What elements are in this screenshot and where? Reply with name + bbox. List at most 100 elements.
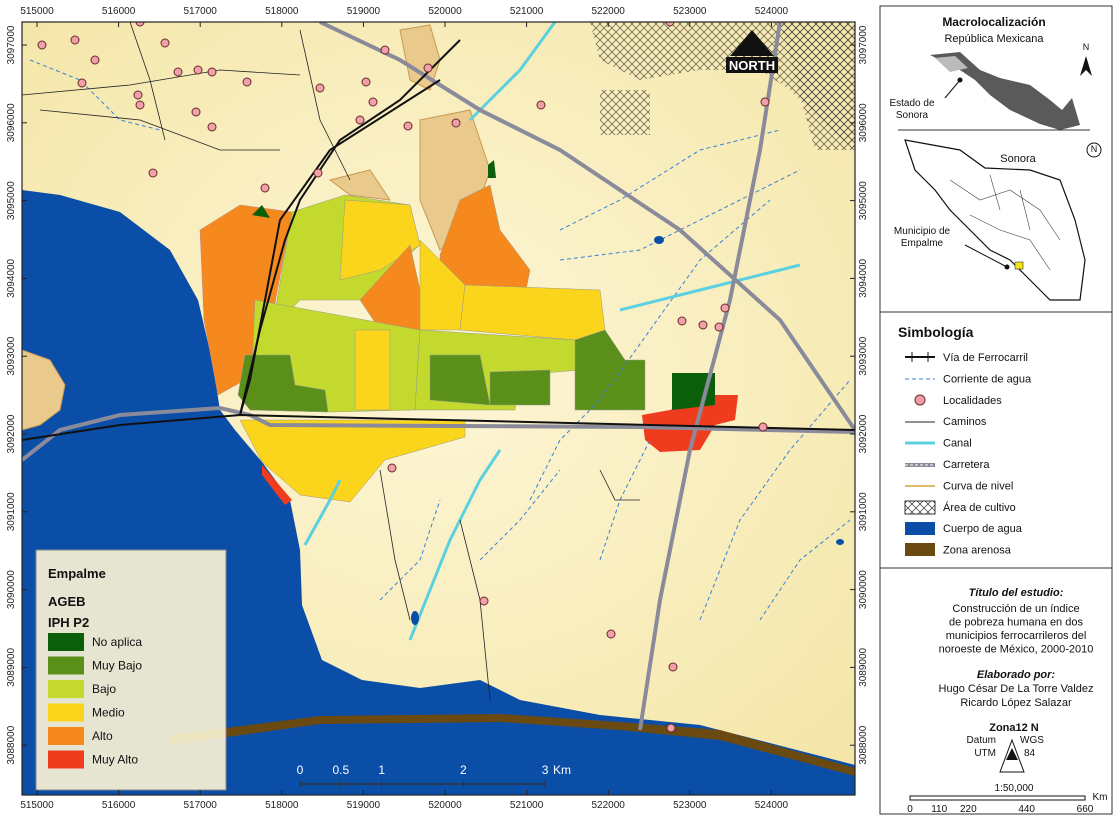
legend-title: Empalme [48, 566, 106, 581]
localities [677, 316, 687, 326]
localities [665, 22, 675, 27]
mexico-map [930, 52, 1080, 130]
x-coordinate: 524000 [755, 6, 789, 17]
localities [260, 183, 270, 193]
north-symbol [1006, 748, 1018, 760]
ageb [574, 329, 646, 411]
localities [423, 63, 433, 73]
municipality-label: Municipio de [894, 226, 951, 237]
authors: Hugo César De La Torre Valdez Ricardo Lóp… [939, 683, 1094, 709]
canals [408, 449, 502, 641]
symbology-label: Canal [943, 438, 972, 450]
y-coordinate: 3097000 [6, 25, 17, 64]
municipality-label: Empalme [901, 238, 944, 249]
highways [638, 22, 782, 731]
localities [70, 35, 80, 45]
x-coordinate: 521000 [510, 800, 544, 811]
north-arrow [730, 30, 774, 56]
localities [242, 77, 252, 87]
x-coordinate: 515000 [20, 800, 54, 811]
north-label: NORTH [729, 58, 775, 73]
symbology-label: Curva de nivel [943, 480, 1013, 492]
scale-label: 220 [960, 804, 977, 815]
scale-unit: Km [1093, 792, 1108, 803]
ageb [459, 284, 606, 341]
localities [760, 97, 770, 107]
sand-island [22, 349, 66, 431]
x-coordinate: 519000 [347, 800, 381, 811]
north-label: N [1083, 42, 1090, 52]
x-coordinate: 516000 [102, 6, 136, 17]
lake [836, 539, 844, 545]
y-coordinate: 3090000 [6, 570, 17, 609]
macro-title: Macrolocalización [942, 15, 1045, 29]
streams [559, 129, 781, 231]
y-coordinate: 3096000 [6, 103, 17, 142]
study-line: noroeste de México, 2000-2010 [939, 644, 1094, 656]
localities [479, 596, 489, 606]
sandy-zone [170, 714, 855, 776]
north-arrow [726, 57, 778, 73]
projection-wgs: WGS [1020, 735, 1044, 746]
ageb [642, 395, 738, 452]
x-coordinate: 523000 [673, 6, 707, 17]
localities [148, 168, 158, 178]
scale-label: 0.5 [333, 763, 350, 777]
scale-bar [909, 795, 1086, 801]
x-coordinate: 517000 [184, 6, 218, 17]
symbology-title: Simbología [898, 324, 974, 340]
x-coordinate: 517000 [184, 800, 218, 811]
y-coordinate: 3094000 [858, 258, 869, 297]
authors-heading: Elaborado por: [977, 669, 1056, 681]
projection-utm: UTM [974, 748, 996, 759]
study-line: municipios ferrocarrileros del [946, 630, 1087, 642]
symbology-symbols [905, 522, 935, 535]
x-coordinate: 522000 [592, 6, 626, 17]
lake [654, 236, 664, 244]
roads [22, 69, 301, 96]
coordinates: 515000 515000 516000 516000 517000 517000 5180… [6, 6, 869, 811]
localities [135, 100, 145, 110]
legend-swatch [48, 656, 84, 675]
localities [536, 100, 546, 110]
localities [361, 77, 371, 87]
y-coordinate: 3092000 [858, 414, 869, 453]
map-frame: NORTH Empalme AGEB IPH P2 No aplica Muy B… [22, 22, 855, 795]
localities [714, 322, 724, 332]
legend-subtitle: AGEB [48, 594, 86, 609]
localities [698, 320, 708, 330]
symbology-label: Localidades [943, 395, 1002, 407]
localities [387, 463, 397, 473]
y-coordinate: 3092000 [6, 414, 17, 453]
legend-index: IPH P2 [48, 615, 89, 630]
localities [37, 40, 47, 50]
roads [299, 29, 351, 181]
x-coordinate: 515000 [20, 6, 54, 17]
symbology-label: Cuerpo de agua [943, 523, 1023, 535]
y-coordinate: 3094000 [6, 258, 17, 297]
legend-swatch [48, 750, 84, 769]
streams [529, 199, 771, 501]
localities [313, 168, 323, 178]
localities [135, 22, 145, 27]
study-lines: Construcción de un índice de pobreza huma… [939, 603, 1094, 656]
north-label: N [1091, 144, 1098, 154]
state-label: Sonora [896, 110, 929, 121]
empalme-location [1014, 261, 1024, 270]
localities [355, 115, 365, 125]
x-coordinate: 521000 [510, 6, 544, 17]
x-coordinate: 522000 [592, 800, 626, 811]
y-coordinate: 3090000 [858, 570, 869, 609]
state-title: Sonora [1000, 153, 1036, 165]
legend-label: Bajo [92, 682, 116, 696]
projection-wgs-number: 84 [1024, 748, 1036, 759]
legend-label: Medio [92, 706, 125, 720]
country: República Mexicana [944, 33, 1044, 45]
scale-unit: Km [553, 763, 571, 777]
ageb [239, 419, 466, 503]
highways [319, 22, 855, 432]
symbology-label: Vía de Ferrocarril [943, 352, 1028, 364]
symbology-symbols [904, 500, 936, 515]
roads [129, 22, 166, 141]
legend-swatch [48, 680, 84, 698]
